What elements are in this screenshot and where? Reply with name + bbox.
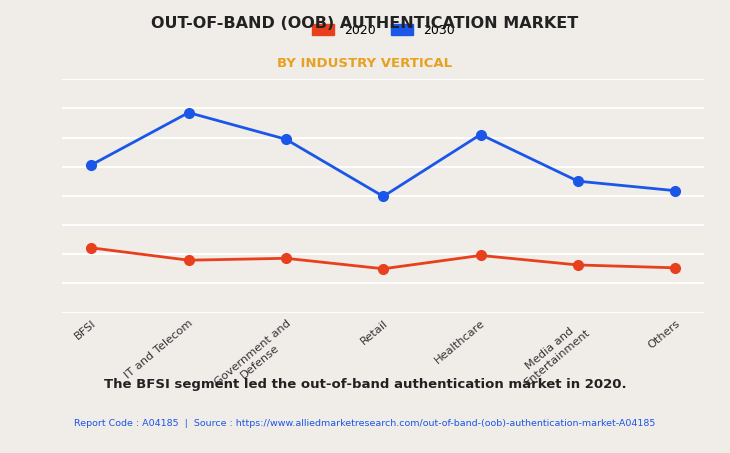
Text: BY INDUSTRY VERTICAL: BY INDUSTRY VERTICAL: [277, 57, 453, 70]
Text: The BFSI segment led the out-of-band authentication market in 2020.: The BFSI segment led the out-of-band aut…: [104, 378, 626, 391]
Text: Report Code : A04185  |  Source : https://www.alliedmarketresearch.com/out-of-ba: Report Code : A04185 | Source : https://…: [74, 419, 656, 428]
Legend: 2020, 2030: 2020, 2030: [312, 24, 455, 37]
Text: OUT-OF-BAND (OOB) AUTHENTICATION MARKET: OUT-OF-BAND (OOB) AUTHENTICATION MARKET: [151, 16, 579, 31]
